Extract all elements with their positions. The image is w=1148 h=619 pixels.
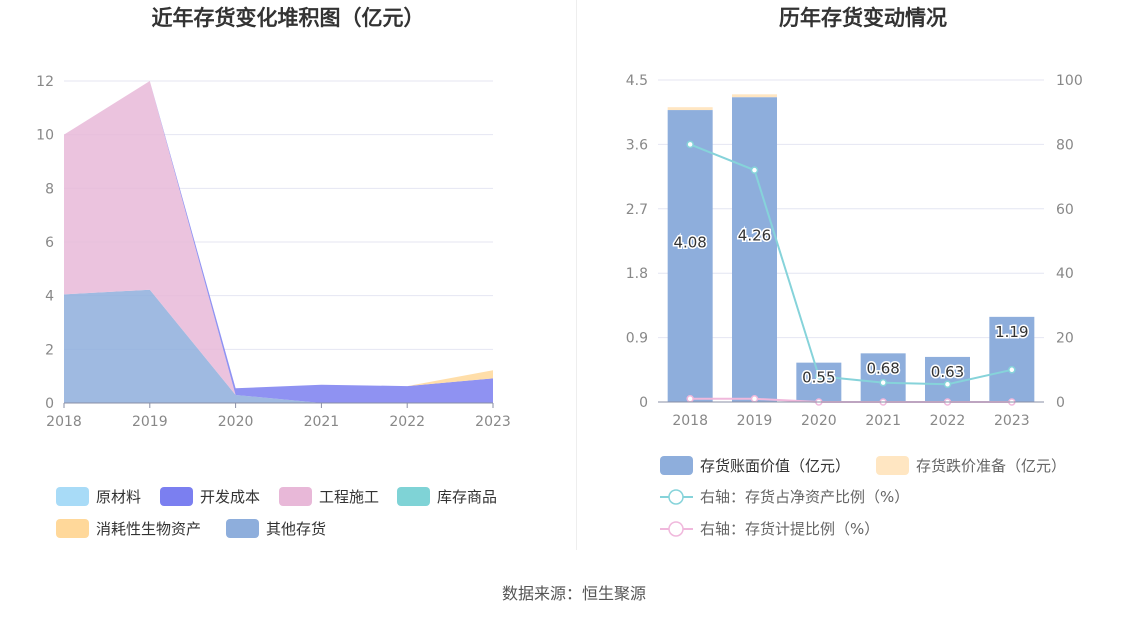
x-tick-label: 2019 bbox=[737, 413, 773, 429]
legend-item: 工程施工 bbox=[279, 487, 379, 506]
data-source: 数据来源：恒生聚源 bbox=[501, 584, 646, 603]
y-tick-label: 12 bbox=[36, 74, 54, 90]
y-left-tick-label: 1.8 bbox=[626, 266, 648, 282]
y-right-tick-label: 100 bbox=[1056, 73, 1083, 89]
left-chart: 0 2 4 6 8 10 12 2018 2019 2020 2021 2022 2023 原材料 开发成本… bbox=[36, 74, 511, 538]
y-left-tick-label: 0 bbox=[639, 395, 648, 411]
legend-item: 其他存货 bbox=[226, 519, 326, 538]
legend-swatch bbox=[397, 487, 430, 506]
y-tick-label: 2 bbox=[45, 342, 54, 358]
legend-item: 库存商品 bbox=[397, 487, 497, 506]
y-left-tick-label: 4.5 bbox=[626, 73, 648, 89]
legend-label: 消耗性生物资产 bbox=[96, 520, 201, 538]
left-chart-title: 近年存货变化堆积图（亿元） bbox=[151, 6, 425, 30]
legend-label: 右轴：存货占净资产比例（%） bbox=[700, 488, 909, 506]
y-left-tick-label: 3.6 bbox=[626, 137, 648, 153]
y-left-tick-label: 0.9 bbox=[626, 331, 648, 347]
legend-label: 原材料 bbox=[96, 488, 141, 506]
line-point bbox=[750, 166, 759, 174]
x-tick-label: 2022 bbox=[389, 414, 425, 430]
legend-item: 右轴：存货计提比例（%） bbox=[660, 520, 879, 538]
legend-swatch bbox=[160, 487, 193, 506]
legend-item: 右轴：存货占净资产比例（%） bbox=[660, 488, 909, 506]
x-tick-label: 2021 bbox=[865, 413, 901, 429]
legend-label: 库存商品 bbox=[437, 488, 497, 506]
bar-value-label: 4.08 bbox=[673, 233, 706, 251]
bar-impairment-reserve bbox=[667, 107, 713, 111]
bar-value-label: 0.55 bbox=[802, 369, 835, 387]
right-chart: 0 0.9 1.8 2.7 3.6 4.5 0 20 40 60 80 100 4.08 4.26 0.55… bbox=[626, 73, 1083, 538]
x-tick-label: 2020 bbox=[218, 414, 254, 430]
y-tick-label: 0 bbox=[45, 396, 54, 412]
bar-book-value bbox=[860, 353, 906, 402]
legend-swatch bbox=[56, 487, 89, 506]
bar-value-label: 4.26 bbox=[738, 226, 771, 244]
legend-item: 存货跌价准备（亿元） bbox=[876, 456, 1066, 475]
y-right-tick-label: 40 bbox=[1056, 266, 1074, 282]
bar-book-value bbox=[732, 97, 777, 402]
x-tick-label: 2019 bbox=[132, 414, 168, 430]
x-tick-label: 2023 bbox=[994, 413, 1030, 429]
legend-swatch bbox=[226, 519, 259, 538]
bar-impairment-reserve bbox=[732, 94, 777, 98]
bar-value-label: 0.63 bbox=[931, 363, 964, 381]
area-其他存货 bbox=[64, 289, 493, 403]
x-tick-label: 2020 bbox=[801, 413, 837, 429]
y-tick-label: 6 bbox=[45, 235, 54, 251]
line-point bbox=[815, 372, 823, 380]
legend-swatch bbox=[279, 487, 312, 506]
line-point bbox=[686, 140, 694, 149]
right-chart-title: 历年存货变动情况 bbox=[779, 6, 947, 30]
bar-book-value bbox=[796, 362, 842, 402]
legend-item: 原材料 bbox=[56, 487, 141, 506]
y-right-tick-label: 0 bbox=[1056, 395, 1065, 411]
y-right-tick-label: 60 bbox=[1056, 202, 1074, 218]
legend-label: 右轴：存货计提比例（%） bbox=[700, 520, 879, 538]
bar-book-value bbox=[925, 356, 970, 402]
area-工程施工 bbox=[64, 81, 493, 403]
bar-book-value bbox=[667, 110, 713, 402]
y-tick-label: 8 bbox=[45, 181, 54, 197]
y-tick-label: 4 bbox=[45, 289, 54, 305]
line-point bbox=[750, 395, 759, 403]
line-point bbox=[943, 380, 952, 389]
legend-label: 其他存货 bbox=[266, 520, 326, 538]
x-tick-label: 2018 bbox=[46, 414, 82, 430]
bar-value-label: 1.19 bbox=[995, 323, 1028, 341]
legend-swatch bbox=[660, 456, 693, 475]
bar-value-label: 0.68 bbox=[866, 359, 899, 377]
line-point bbox=[1008, 366, 1016, 374]
chart-divider bbox=[576, 0, 577, 550]
x-tick-label: 2021 bbox=[304, 414, 340, 430]
legend-marker bbox=[668, 521, 684, 537]
x-tick-label: 2018 bbox=[672, 413, 708, 429]
legend-label: 工程施工 bbox=[319, 488, 379, 506]
x-tick-label: 2022 bbox=[930, 413, 966, 429]
legend-swatch bbox=[876, 456, 909, 475]
legend-item: 存货账面价值（亿元） bbox=[660, 456, 850, 475]
line-inventory-ratio bbox=[689, 143, 1013, 386]
legend-label: 存货账面价值（亿元） bbox=[700, 457, 850, 475]
y-right-tick-label: 20 bbox=[1056, 331, 1074, 347]
legend-item: 消耗性生物资产 bbox=[56, 519, 201, 538]
x-tick-label: 2023 bbox=[475, 414, 511, 430]
bar-book-value bbox=[989, 316, 1035, 402]
y-tick-label: 10 bbox=[36, 128, 54, 144]
legend-item: 开发成本 bbox=[160, 487, 260, 506]
legend-label: 存货跌价准备（亿元） bbox=[916, 457, 1066, 475]
y-right-tick-label: 80 bbox=[1056, 137, 1074, 153]
line-point bbox=[879, 378, 887, 387]
y-left-tick-label: 2.7 bbox=[626, 202, 648, 218]
legend-label: 开发成本 bbox=[200, 488, 260, 506]
legend-swatch bbox=[56, 519, 89, 538]
legend-marker bbox=[668, 489, 684, 505]
line-point bbox=[686, 395, 694, 403]
